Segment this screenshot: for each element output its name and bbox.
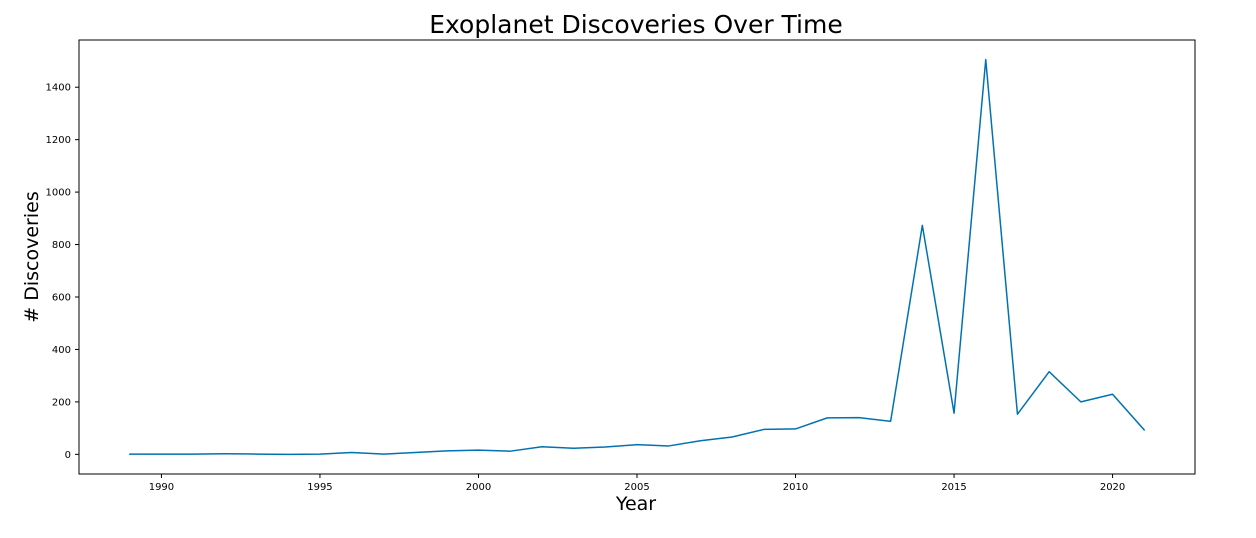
x-axis-label: Year [615,493,656,515]
x-tick-label: 1995 [307,482,332,493]
y-tick-label: 200 [52,397,71,408]
x-tick-label: 2015 [941,482,966,493]
x-tick-label: 2020 [1100,482,1125,493]
y-tick-label: 0 [65,450,71,461]
y-axis: 0 200 400 600 800 1000 1200 1400 [46,83,79,461]
x-axis: 1990 1995 2000 2005 2010 2015 2020 [149,474,1125,493]
y-tick-label: 1200 [46,135,71,146]
x-tick-label: 2010 [783,482,808,493]
x-tick-label: 2005 [624,482,649,493]
plot-area-frame [78,39,1196,475]
chart-title: Exoplanet Discoveries Over Time [429,10,843,39]
series-line [128,58,1146,456]
y-tick-label: 1000 [46,188,71,199]
x-tick-label: 1990 [149,482,174,493]
y-tick-label: 800 [52,240,71,251]
y-tick-label: 600 [52,292,71,303]
series-layer [128,58,1146,456]
y-axis-label: # Discoveries [21,191,43,322]
x-tick-label: 2000 [466,482,491,493]
y-tick-label: 1400 [46,83,71,94]
y-tick-label: 400 [52,345,71,356]
